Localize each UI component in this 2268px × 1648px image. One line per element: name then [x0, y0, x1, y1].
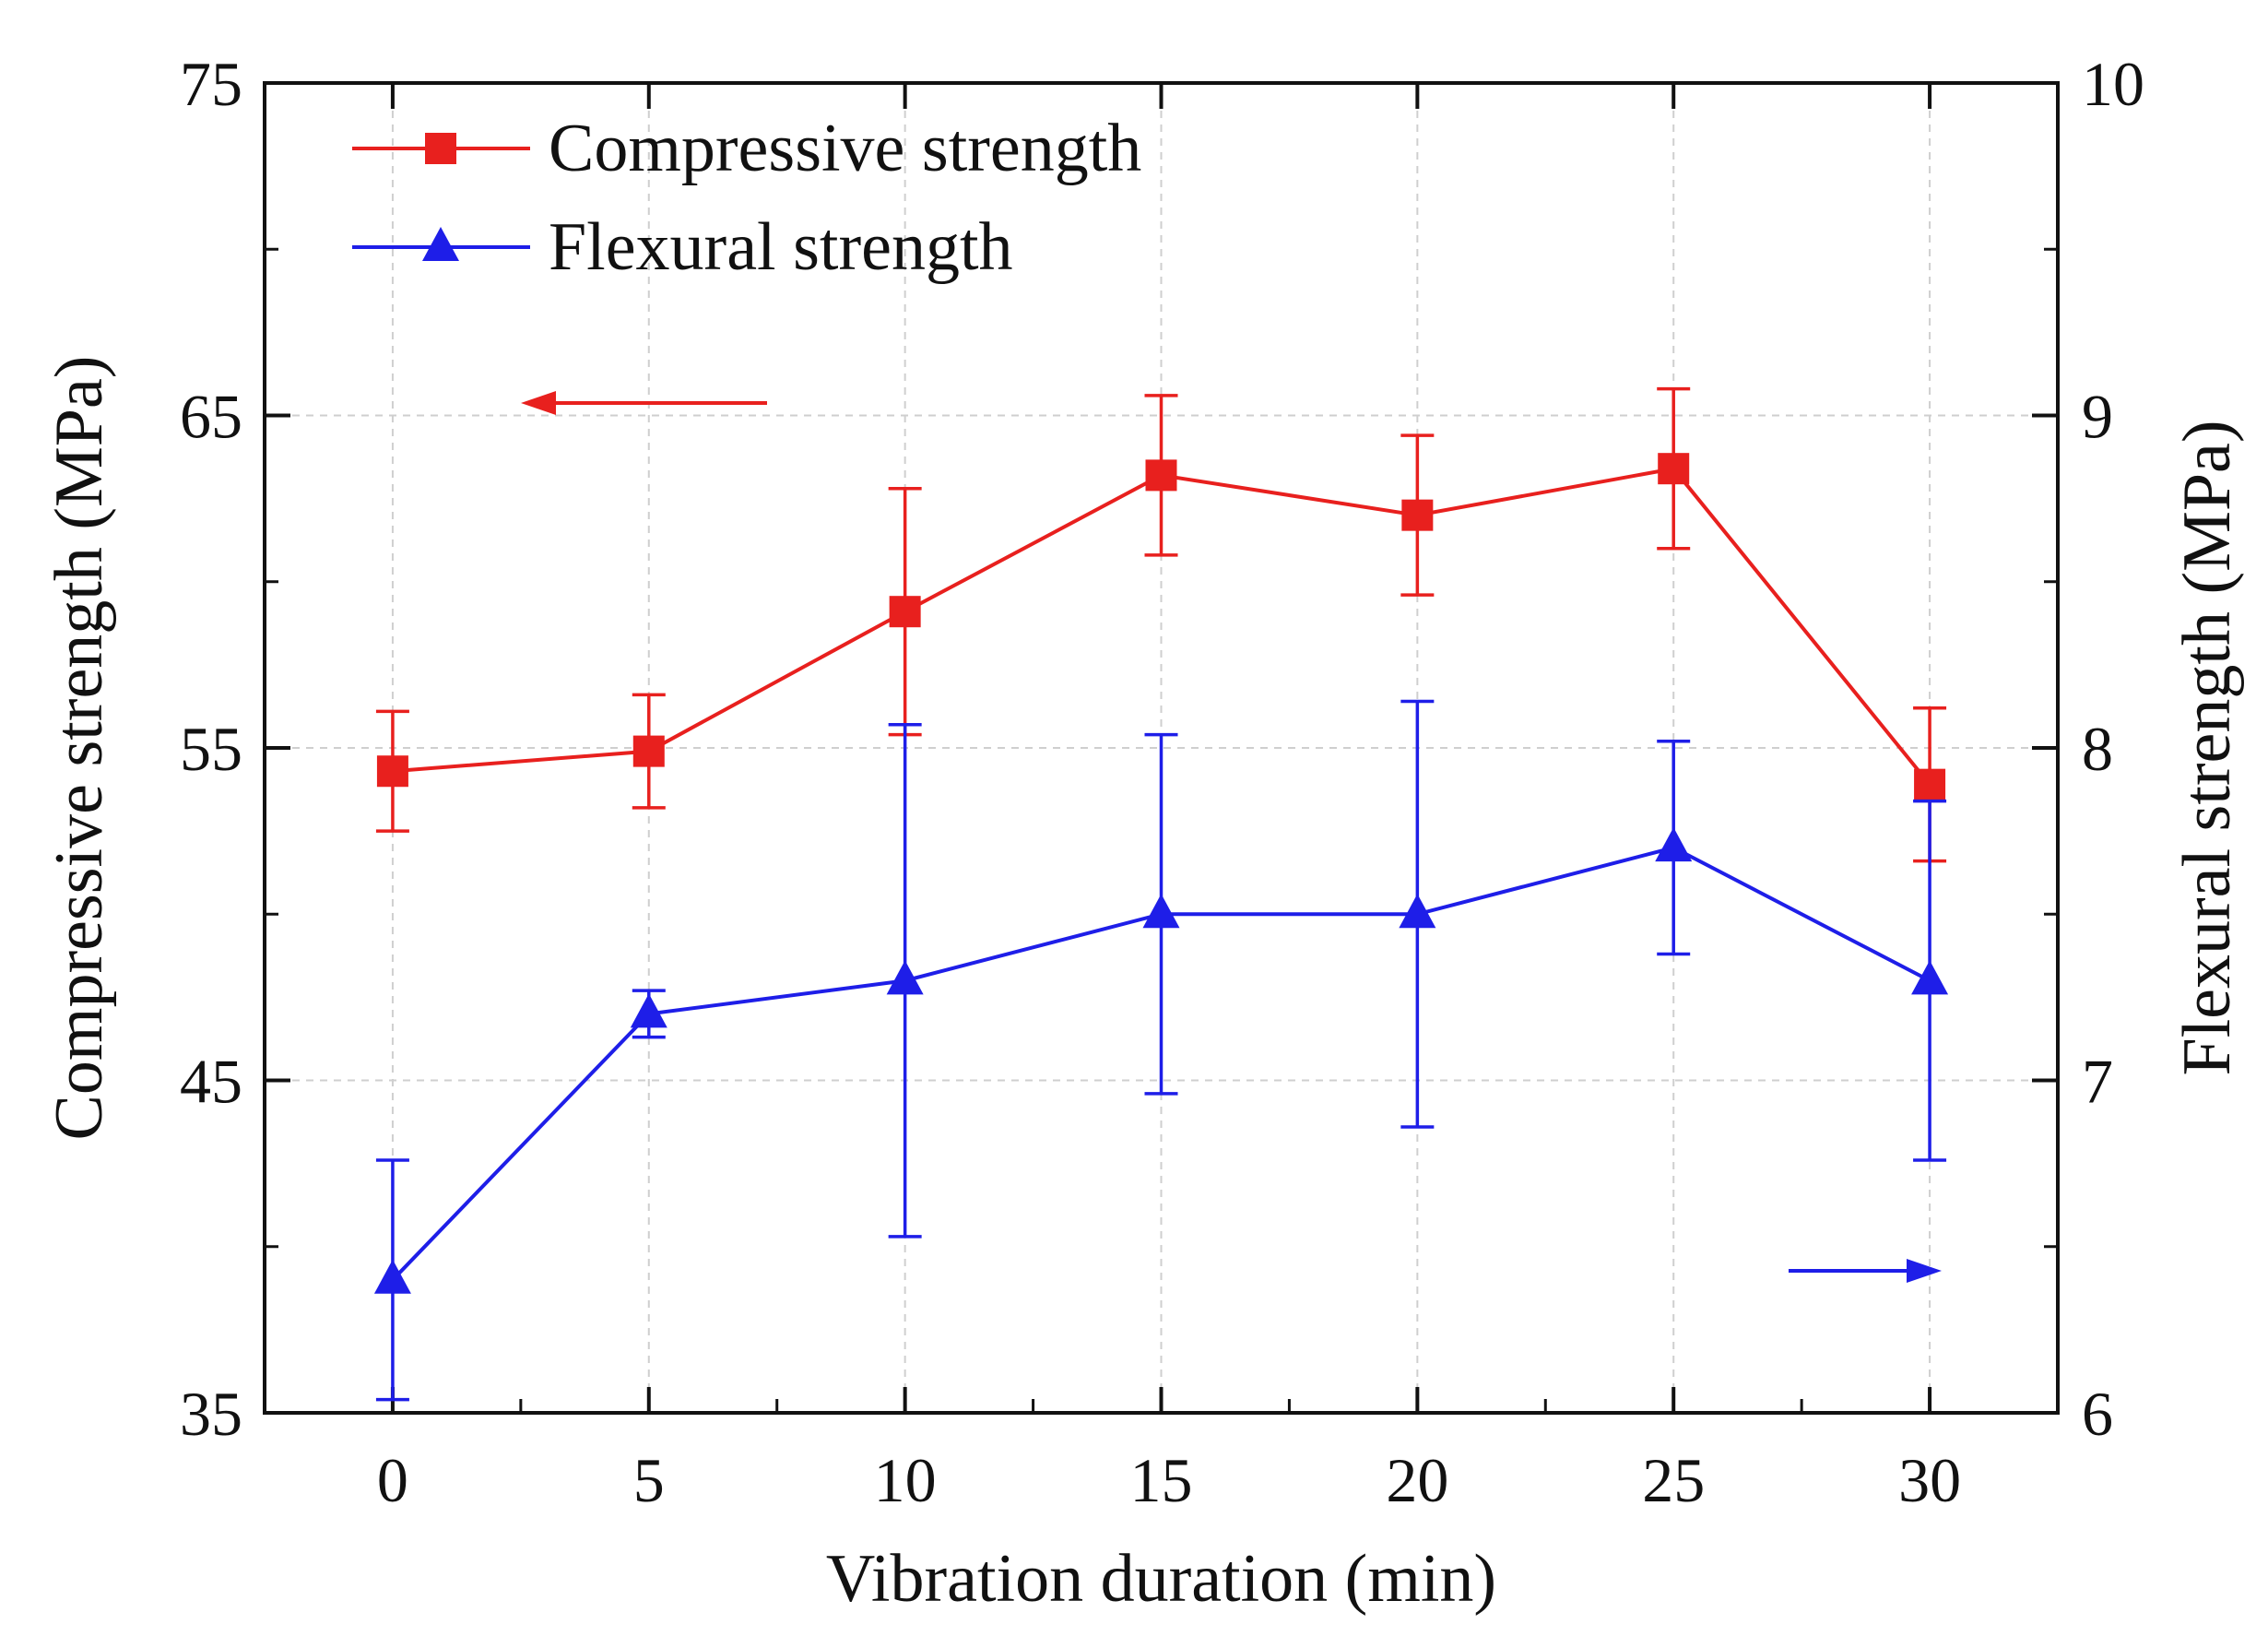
y-tick-label: 35: [180, 1379, 242, 1449]
legend-marker: [425, 133, 456, 164]
axes: 0 5 10 15 20 25 30 35 45 55 65 75 6 7 8 9 10: [180, 49, 2144, 1515]
y-tick-label: 65: [180, 382, 242, 452]
x-tick-label: 10: [874, 1445, 937, 1515]
y2-tick-label: 7: [2082, 1047, 2113, 1117]
data-point: [373, 1259, 411, 1294]
data-point: [1142, 894, 1180, 929]
legend: Compressive strength Flexural strength: [352, 111, 1141, 285]
y-tick-label: 55: [180, 714, 242, 784]
data-point: [376, 755, 408, 788]
x-tick-label: 5: [633, 1445, 665, 1515]
x-tick-label: 25: [1642, 1445, 1705, 1515]
x-axis-title: Vibration duration (min): [826, 1541, 1496, 1617]
data-point: [1145, 459, 1177, 492]
y2-tick-label: 10: [2082, 49, 2144, 119]
data-point: [1914, 768, 1946, 800]
legend-label: Flexural strength: [549, 209, 1013, 285]
data-point: [630, 993, 667, 1028]
data-point: [886, 960, 924, 995]
y2-tick-label: 9: [2082, 382, 2113, 452]
data-point: [1911, 960, 1949, 995]
x-tick-label: 0: [377, 1445, 408, 1515]
y2-tick-label: 6: [2082, 1379, 2113, 1449]
legend-label: Compressive strength: [549, 111, 1141, 186]
y-tick-label: 45: [180, 1047, 242, 1117]
data-point: [1399, 894, 1436, 929]
series-flexural: [373, 699, 1949, 1402]
series-layer: [373, 386, 1949, 1402]
y2-tick-label: 8: [2082, 714, 2113, 784]
y-axis-title: Compressive strength (MPa): [41, 356, 117, 1141]
series-compressive: [375, 386, 1947, 863]
annotations: [521, 391, 1942, 1283]
left-axis-arrow-head: [521, 391, 556, 415]
x-tick-label: 30: [1898, 1445, 1961, 1515]
right-axis-arrow-head: [1907, 1259, 1942, 1283]
data-point: [1401, 499, 1434, 531]
data-point: [1655, 827, 1693, 862]
x-tick-label: 15: [1130, 1445, 1193, 1515]
data-point: [889, 596, 921, 628]
y2-axis-title: Flexural strength (MPa): [2169, 420, 2245, 1075]
y-tick-label: 75: [180, 49, 242, 119]
legend-marker: [422, 227, 459, 261]
data-point: [1658, 453, 1690, 485]
data-point: [632, 735, 665, 767]
x-tick-label: 20: [1386, 1445, 1448, 1515]
